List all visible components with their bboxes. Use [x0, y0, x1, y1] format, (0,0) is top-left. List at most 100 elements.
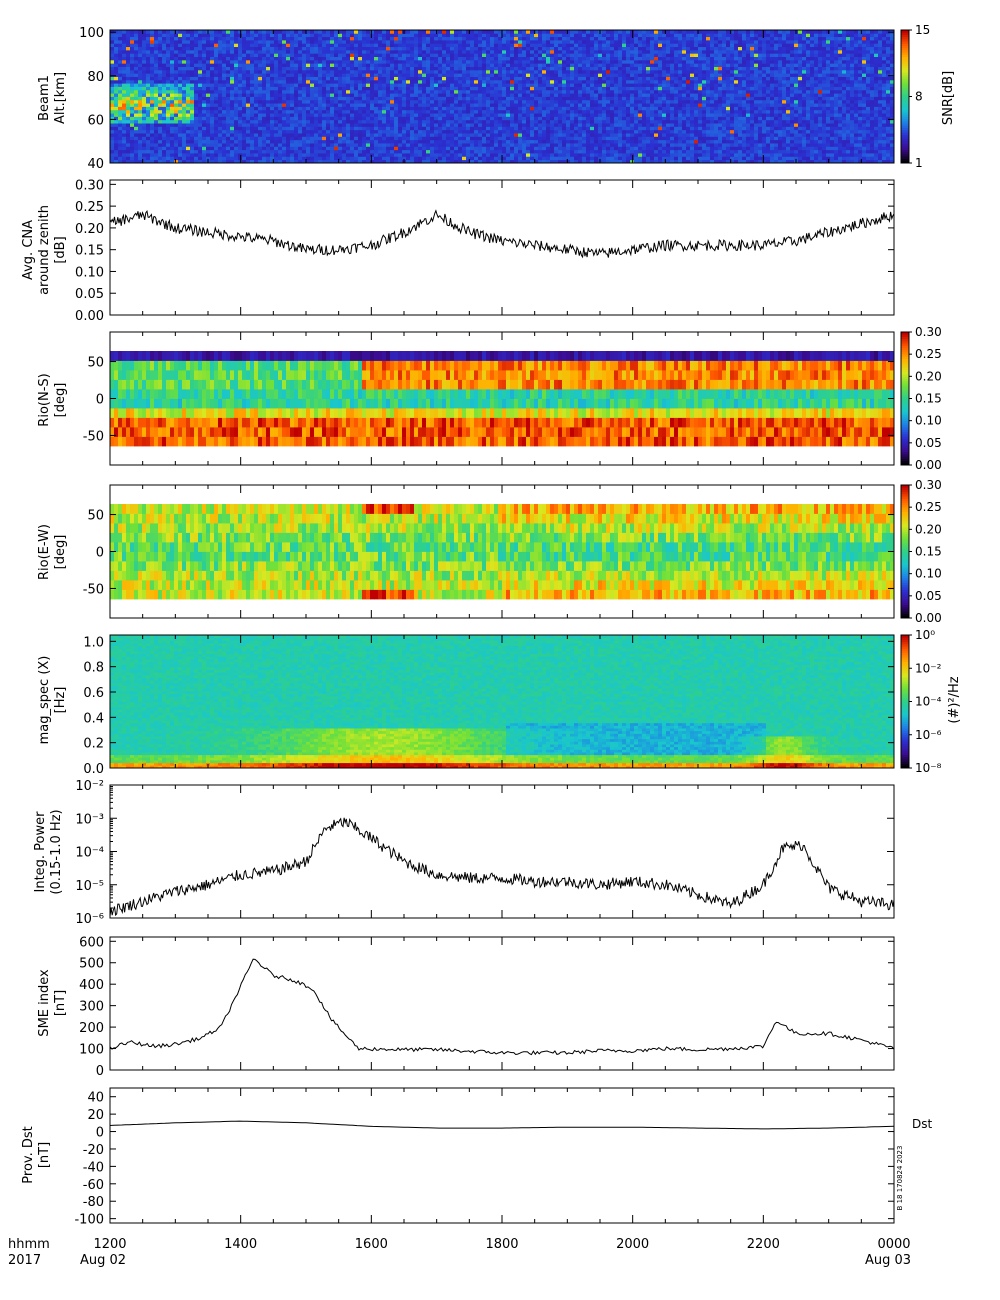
snr-cell — [506, 99, 511, 104]
snr-cell — [430, 133, 435, 137]
snr-cell — [118, 69, 123, 74]
snr-cell — [586, 146, 591, 151]
snr-cell — [366, 109, 371, 114]
snr-cell — [418, 146, 423, 151]
snr-cell — [222, 46, 227, 51]
snr-cell — [474, 99, 479, 104]
snr-cell — [110, 73, 115, 77]
snr-cell — [562, 79, 567, 84]
snr-cell — [230, 89, 235, 94]
snr-cell — [386, 96, 391, 101]
snr-cell — [546, 123, 551, 127]
snr-cell — [502, 56, 507, 61]
snr-cell — [274, 46, 279, 51]
snr-cell — [446, 66, 451, 71]
snr-cell — [194, 153, 199, 157]
snr-cell — [386, 66, 391, 71]
snr-cell — [358, 86, 363, 91]
snr-cell — [458, 86, 463, 91]
snr-cell — [362, 46, 367, 51]
snr-cell — [122, 93, 127, 97]
snr-cell — [362, 66, 367, 71]
snr-cell — [266, 30, 271, 34]
snr-cell — [454, 146, 459, 151]
snr-cell — [246, 99, 251, 104]
snr-cell — [442, 69, 447, 74]
snr-cell — [410, 30, 415, 34]
snr-cell — [126, 126, 131, 131]
snr-cell — [426, 59, 431, 64]
snr-cell — [306, 119, 311, 124]
snr-cell — [110, 33, 115, 38]
snr-cell — [290, 93, 295, 97]
snr-cell — [362, 93, 367, 97]
snr-cell — [518, 79, 523, 84]
snr-cell — [370, 89, 375, 94]
snr-cell — [526, 66, 531, 71]
snr-cell — [502, 46, 507, 51]
snr-cell — [274, 69, 279, 74]
snr-cell — [286, 66, 291, 71]
snr-cell — [318, 93, 323, 97]
snr-cell — [254, 43, 259, 48]
snr-cell — [126, 109, 131, 114]
snr-cell — [490, 86, 495, 91]
snr-cell — [414, 86, 419, 91]
snr-cell — [454, 149, 459, 154]
snr-cell — [574, 73, 579, 77]
snr-cell — [574, 119, 579, 124]
snr-cell — [486, 103, 491, 107]
snr-cell — [134, 93, 139, 97]
snr-cell — [586, 119, 591, 124]
snr-cell — [510, 149, 515, 154]
snr-cell — [282, 149, 287, 154]
snr-cell — [406, 123, 411, 127]
snr-cell — [242, 89, 247, 94]
snr-cell — [502, 156, 507, 161]
snr-cell — [194, 56, 199, 61]
snr-cell — [438, 116, 443, 121]
snr-cell — [502, 99, 507, 104]
snr-cell — [326, 143, 331, 147]
snr-cell — [206, 116, 211, 121]
snr-cell — [146, 143, 151, 147]
snr-cell — [182, 136, 187, 141]
snr-cell — [438, 93, 443, 97]
snr-cell — [154, 49, 159, 54]
snr-cell — [210, 109, 215, 114]
snr-cell — [126, 39, 131, 44]
snr-cell — [438, 89, 443, 94]
snr-cell — [150, 39, 155, 44]
snr-cell — [462, 143, 467, 147]
snr-cell — [422, 109, 427, 114]
snr-cell — [558, 66, 563, 71]
snr-cell — [162, 133, 167, 137]
snr-cell — [478, 126, 483, 131]
snr-cell — [606, 83, 611, 87]
snr-cell — [366, 76, 371, 81]
snr-cell — [406, 96, 411, 101]
snr-cell — [146, 156, 151, 161]
snr-cell — [250, 89, 255, 94]
snr-cell — [430, 96, 435, 101]
snr-cell — [358, 93, 363, 97]
snr-cell — [530, 119, 535, 124]
snr-cell — [234, 43, 239, 48]
snr-cell — [482, 93, 487, 97]
snr-cell — [254, 76, 259, 81]
snr-cell — [410, 53, 415, 57]
snr-cell — [402, 126, 407, 131]
snr-cell — [214, 39, 219, 44]
snr-cell — [150, 113, 155, 117]
snr-cell — [598, 119, 603, 124]
snr-cell — [450, 103, 455, 107]
snr-cell — [334, 39, 339, 44]
snr-cell — [174, 133, 179, 137]
snr-cell — [342, 129, 347, 134]
snr-cell — [166, 73, 171, 77]
snr-cell — [574, 36, 579, 41]
snr-cell — [206, 63, 211, 67]
snr-cell — [294, 86, 299, 91]
snr-cell — [226, 79, 231, 84]
snr-cell — [158, 39, 163, 44]
